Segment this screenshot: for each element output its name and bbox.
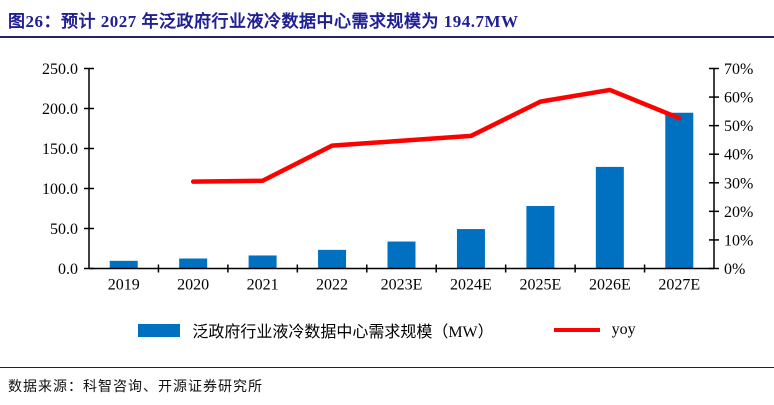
x-axis-label: 2027E: [658, 277, 700, 294]
x-axis-label: 2022: [316, 277, 348, 294]
y-axis-left-label: 250.0: [42, 61, 78, 78]
x-axis-label: 2019: [108, 277, 140, 294]
y-axis-right-label: 20%: [724, 204, 753, 221]
chart-title: 图26：预计 2027 年泛政府行业液冷数据中心需求规模为 194.7MW: [8, 12, 519, 31]
y-axis-left-label: 0.0: [58, 261, 78, 278]
bar-2022: [318, 249, 347, 269]
y-axis-right-label: 30%: [724, 175, 753, 192]
bar-2021: [248, 255, 277, 269]
x-axis-label: 2024E: [450, 277, 492, 294]
y-axis-right-label: 70%: [724, 61, 753, 78]
y-axis-left-label: 50.0: [50, 221, 78, 238]
legend-bar-label: 泛政府行业液冷数据中心需求规模（MW）: [192, 324, 494, 341]
y-axis-right-label: 50%: [724, 118, 753, 135]
bar-2026E: [595, 166, 624, 269]
y-axis-left-label: 150.0: [42, 141, 78, 158]
bar-2025E: [526, 206, 555, 269]
combo-chart: 250.0 200.0 150.0 100.0 50.0 0.0 70% 60% 50% 40% 3…: [42, 61, 753, 294]
legend-line-label: yoy: [611, 321, 636, 338]
yoy-line: [190, 87, 682, 184]
x-axis-label: 2021: [247, 277, 279, 294]
title-divider: [0, 36, 774, 38]
x-axis-label: 2023E: [381, 277, 423, 294]
y-axis-left-label: 100.0: [42, 181, 78, 198]
y-axis-left-label: 200.0: [42, 101, 78, 118]
bar-2023E: [387, 241, 416, 269]
footer-divider: [0, 367, 774, 368]
chart-legend: 泛政府行业液冷数据中心需求规模（MW） yoy: [0, 318, 774, 342]
y-axis-right-label: 40%: [724, 147, 753, 164]
y-axis-right-label: 10%: [724, 232, 753, 249]
x-axis-label: 2025E: [519, 277, 561, 294]
x-axis-label: 2020: [177, 277, 209, 294]
x-axis-label: 2026E: [589, 277, 631, 294]
bar-2020: [179, 258, 208, 269]
legend-line-swatch: [553, 328, 600, 332]
bar-2027E: [665, 112, 694, 269]
bar-2019: [109, 260, 138, 269]
bar-2024E: [456, 229, 485, 269]
y-axis-right-label: 60%: [724, 90, 753, 107]
data-source-note: 数据来源：科智咨询、开源证券研究所: [8, 380, 263, 395]
legend-bar-swatch: [138, 323, 181, 337]
y-axis-right-label: 0%: [724, 261, 745, 278]
